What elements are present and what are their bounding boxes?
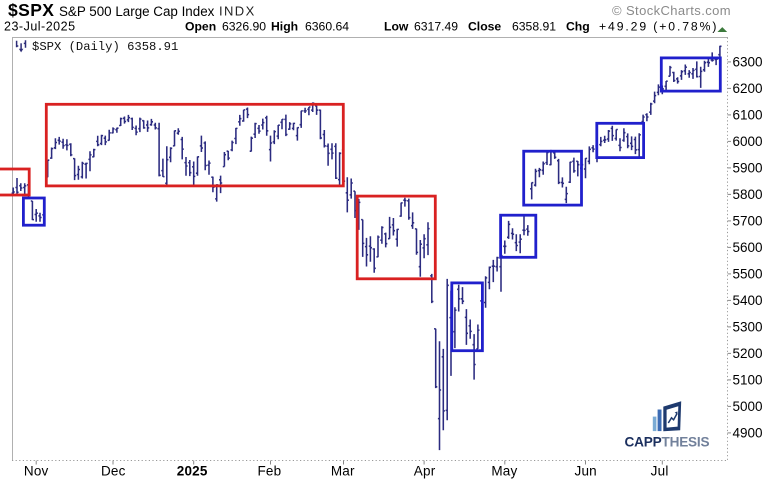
svg-text:4900: 4900 (733, 426, 763, 441)
svg-text:Nov: Nov (24, 464, 49, 479)
svg-text:5800: 5800 (733, 187, 763, 202)
svg-text:23-Jul-2025: 23-Jul-2025 (4, 20, 76, 34)
svg-text:Mar: Mar (331, 464, 355, 479)
svg-text:6200: 6200 (733, 81, 763, 96)
svg-text:5600: 5600 (733, 240, 763, 255)
svg-text:5200: 5200 (733, 346, 763, 361)
svg-text:Jun: Jun (575, 464, 597, 479)
svg-text:Dec: Dec (101, 464, 126, 479)
svg-text:Feb: Feb (257, 464, 281, 479)
svg-text:$SPX: $SPX (8, 0, 54, 20)
svg-text:5100: 5100 (733, 373, 763, 388)
svg-text:S&P 500 Large Cap Index: S&P 500 Large Cap Index (59, 4, 215, 19)
svg-text:6100: 6100 (733, 108, 763, 123)
svg-text:5400: 5400 (733, 293, 763, 308)
svg-text:5300: 5300 (733, 320, 763, 335)
svg-text:$SPX (Daily) 6358.91: $SPX (Daily) 6358.91 (32, 40, 178, 54)
svg-text:Apr: Apr (414, 464, 436, 479)
svg-text:© StockCharts.com: © StockCharts.com (612, 3, 731, 18)
svg-text:5700: 5700 (733, 214, 763, 229)
svg-text:2025: 2025 (177, 464, 208, 479)
svg-text:5900: 5900 (733, 161, 763, 176)
svg-text:CAPPTHESIS: CAPPTHESIS (625, 434, 710, 449)
svg-text:May: May (491, 464, 517, 479)
svg-text:Jul: Jul (651, 464, 669, 479)
svg-text:5500: 5500 (733, 267, 763, 282)
svg-text:6000: 6000 (733, 134, 763, 149)
svg-text:5000: 5000 (733, 399, 763, 414)
svg-text:INDX: INDX (219, 4, 256, 19)
svg-text:6300: 6300 (733, 55, 763, 70)
